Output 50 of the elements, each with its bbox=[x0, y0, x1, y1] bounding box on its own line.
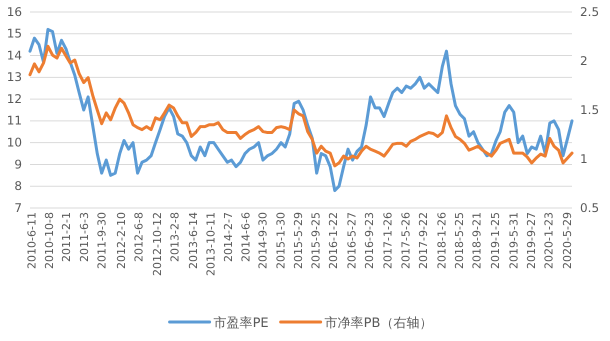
x-tick-label: 2013-2-8 bbox=[168, 212, 182, 262]
x-tick-label: 2011-2-1 bbox=[60, 212, 73, 262]
legend-label: 市盈率PE bbox=[214, 315, 269, 331]
x-tick-label: 2013-10-11 bbox=[204, 212, 218, 276]
x-tick-label: 2010-6-11 bbox=[25, 212, 38, 269]
x-tick-label: 2019-1-25 bbox=[488, 212, 502, 269]
y-tick-label: 12 bbox=[6, 92, 22, 106]
x-tick-label: 2012-6-8 bbox=[132, 212, 146, 262]
x-tick-label: 2020-1-23 bbox=[542, 212, 556, 269]
x-tick-label: 2010-10-8 bbox=[42, 212, 56, 269]
x-tick-label: 2015-1-30 bbox=[274, 212, 288, 269]
x-tick-label: 2015-9-25 bbox=[310, 212, 323, 269]
x-tick-label: 2014-6-6 bbox=[240, 212, 253, 262]
x-tick-label: 2011-6-3 bbox=[78, 212, 91, 262]
x-tick-label: 2017-5-26 bbox=[399, 212, 412, 269]
x-tick-label: 2019-9-27 bbox=[524, 212, 538, 269]
x-tick-label: 2015-5-29 bbox=[292, 212, 306, 269]
line-series bbox=[28, 44, 574, 168]
y-tick-label: 7 bbox=[14, 200, 22, 215]
y2-tick-label: 2 bbox=[580, 54, 588, 68]
y-tick-label: 13 bbox=[6, 70, 22, 84]
x-tick-label: 2012-2-10 bbox=[114, 212, 128, 269]
x-tick-label: 2012-10-12 bbox=[151, 212, 164, 276]
y2-tick-label: 0.5 bbox=[580, 200, 600, 215]
x-tick-label: 2016-9-23 bbox=[363, 212, 376, 269]
y-tick-label: 8 bbox=[14, 179, 22, 194]
y-tick-label: 16 bbox=[6, 4, 22, 19]
legend-label: 市净率PB（右轴） bbox=[324, 315, 432, 331]
line-series bbox=[28, 28, 574, 192]
x-tick-label: 2017-1-26 bbox=[382, 212, 395, 269]
x-tick-label: 2020-5-29 bbox=[560, 212, 574, 269]
y-tick-label: 10 bbox=[6, 136, 22, 150]
x-tick-label: 2018-1-26 bbox=[435, 212, 448, 269]
y2-tick-label: 1.5 bbox=[580, 102, 600, 117]
y-tick-label: 11 bbox=[6, 114, 22, 128]
y2-tick-label: 2.5 bbox=[580, 4, 600, 19]
x-tick-label: 2017-9-22 bbox=[416, 212, 430, 269]
y-tick-label: 9 bbox=[14, 157, 22, 172]
x-tick-label: 2018-9-21 bbox=[470, 212, 484, 269]
x-tick-label: 2013-6-14 bbox=[187, 212, 200, 269]
x-tick-label: 2018-5-25 bbox=[452, 212, 466, 269]
x-tick-label: 2016-5-27 bbox=[346, 212, 359, 269]
x-tick-label: 2011-9-30 bbox=[95, 212, 108, 269]
y2-tick-label: 1 bbox=[580, 152, 588, 166]
y-tick-label: 14 bbox=[6, 48, 22, 62]
x-tick-label: 2019-5-31 bbox=[507, 212, 520, 269]
x-tick-label: 2014-9-30 bbox=[256, 212, 270, 269]
x-tick-label: 2014-2-7 bbox=[222, 212, 236, 262]
y-tick-label: 15 bbox=[6, 26, 22, 41]
x-tick-label: 2016-1-22 bbox=[327, 212, 340, 269]
